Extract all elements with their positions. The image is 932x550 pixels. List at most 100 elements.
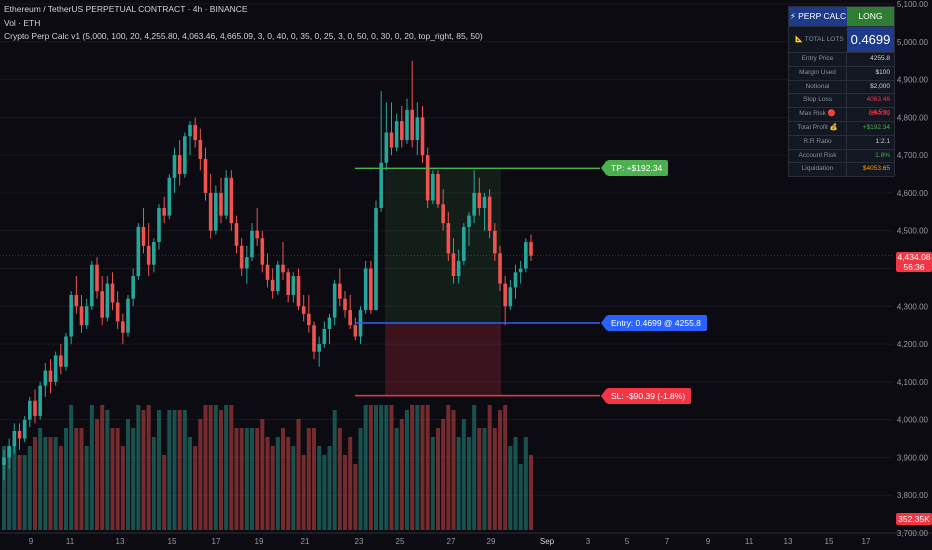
x-tick-label: 7 [665,537,670,546]
y-tick-label: 4,100.00 [897,378,929,387]
volume-bar [33,437,37,530]
volume-bar [456,437,461,530]
panel-row-value: $2,000 [870,82,890,90]
volume-bar [265,437,270,530]
x-tick-label: 3 [586,537,591,546]
volume-bar [198,419,203,530]
panel-row: R:R Ratio 1:2.1 [789,134,894,149]
volume-bar [260,419,265,530]
volume-bar [301,455,306,530]
volume-bar [203,405,208,530]
volume-bar [213,405,218,530]
candle [291,272,296,303]
volume-bar [157,410,161,530]
candle [7,438,11,469]
candle [410,60,414,148]
candle [508,279,513,311]
volume-bar [27,446,32,530]
indicator-legend[interactable]: Crypto Perp Calc v1 (5,000, 100, 20, 4,2… [4,31,483,41]
y-tick-label: 4,700.00 [897,151,929,160]
candle [110,272,115,311]
x-tick-label: 13 [784,537,793,546]
candle [265,253,270,288]
panel-row: Liquidation $4053.65 [789,162,894,177]
level-lines [355,167,600,397]
volume-bar [229,405,234,530]
candle [193,117,197,148]
volume-bar [64,428,68,530]
x-tick-label: 9 [706,537,711,546]
volume-bar [110,428,115,530]
panel-row-value: $4053.65 [862,165,890,173]
panel-row-value: 1:2.1 [875,137,890,145]
candle [498,245,502,292]
panel-row: Max Risk 🔴 -$90.39 [789,107,894,121]
volume-bar [322,455,327,530]
candle [286,268,290,303]
volume-legend[interactable]: Vol · ETH [4,18,41,28]
volume-bar [17,455,22,530]
volume-bar [281,428,285,530]
candle [245,245,249,284]
volume-bar [384,405,389,530]
panel-row: Account Risk 1.8% [789,148,894,163]
candle [43,362,48,397]
symbol-title[interactable]: Ethereum / TetherUS PERPETUAL CONTRACT ·… [4,4,248,14]
candle [136,223,141,280]
candle [487,189,492,239]
candle [162,196,166,224]
candle [389,102,394,156]
candle [74,276,79,314]
candle [281,242,285,280]
candle [12,423,17,454]
volume-bar [126,419,130,530]
volume-bar [172,410,177,530]
volume-bar [182,410,187,530]
volume-bars [2,405,533,530]
volume-bar [188,437,192,530]
volume-bar [487,405,492,530]
candle [121,313,125,345]
candle [214,185,218,235]
candle [369,260,373,314]
x-tick-label: 29 [487,537,496,546]
panel-row-value: +$192.34 [862,123,890,131]
volume-bar [306,428,311,530]
y-tick-label: 3,800.00 [897,491,929,500]
candle [84,298,89,329]
candle [348,294,352,329]
panel-row-label: Notional [789,80,847,94]
y-tick-label: 4,600.00 [897,189,929,198]
candle [208,174,213,239]
volume-bar [472,405,477,530]
volume-bar [224,405,229,530]
volume-bar [234,428,239,530]
candle [441,189,445,231]
volume-bar [115,428,120,530]
x-tick-label: 25 [396,537,405,546]
candle [17,423,22,450]
volume-bar [348,437,353,530]
candle [255,208,259,246]
candle [296,268,301,311]
panel-row-value: -$90.39 [867,110,890,118]
x-tick-label: 15 [168,537,177,546]
entry-label: Entry: 0.4699 @ 4255.8 [601,314,707,331]
x-tick-label: 9 [29,537,34,546]
volume-bar [79,428,84,530]
volume-bar [343,455,347,530]
candle [146,223,151,277]
tp-label: TP: +$192.34 [600,160,669,177]
volume-bar [503,405,508,530]
y-tick-label: 3,900.00 [897,453,929,462]
panel-row: Margin Used $100 [789,65,894,80]
time-axis: 9 11 13 15 17 19 21 23 25 27 29 Sep 3 5 7 9 11 13 15 17 [29,537,871,546]
perp-calc-panel: ⚡ PERP CALC LONG 📐 TOTAL LOTS 0.4699 Ent… [788,6,895,178]
panel-row-label: R:R Ratio [789,135,847,149]
panel-row-value: $100 [875,68,890,76]
volume-bar [482,428,487,530]
candle [415,102,420,156]
candle [405,98,409,144]
candle [33,389,37,424]
